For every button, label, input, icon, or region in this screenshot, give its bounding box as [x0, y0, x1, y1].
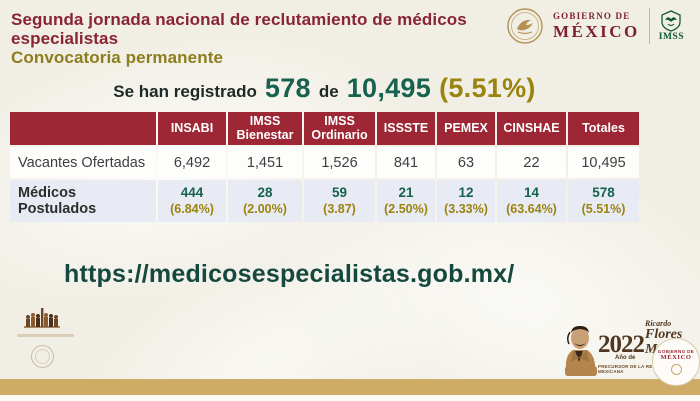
registration-prefix: Se han registrado — [113, 82, 257, 101]
registration-url-link[interactable]: https://medicosespecialistas.gob.mx/ — [64, 260, 515, 288]
registration-banner: Se han registrado 578 de 10,495 (5.51%) — [8, 73, 641, 104]
table-cell: 59 (3.87) — [304, 180, 375, 222]
header-cell-insabi: INSABI — [158, 112, 226, 145]
header-cell-pemex: PEMEX — [437, 112, 495, 145]
government-logos: GOBIERNO DE MÉXICO IMSS — [506, 7, 684, 45]
table-cell: 28 (2.00%) — [228, 180, 302, 222]
cell-value: 21 — [398, 184, 414, 200]
footer-gold-bar — [0, 379, 700, 395]
header-cell-cinshae: CINSHAE — [497, 112, 566, 145]
historic-figures-icon — [24, 308, 60, 328]
ano-de-text: Año de — [615, 355, 636, 361]
imss-logo: IMSS — [659, 10, 684, 43]
year-2022-text: 2022 — [598, 331, 645, 358]
footer-bottom-strip — [0, 395, 700, 401]
cell-percent: (2.00%) — [243, 201, 287, 216]
cell-value: 444 — [180, 184, 204, 200]
header-cell-blank — [10, 112, 156, 145]
table-cell: 578 (5.51%) — [568, 180, 639, 222]
table-row-vacantes: Vacantes Ofertadas 6,492 1,451 1,526 841… — [10, 147, 639, 178]
faint-caption-decoration — [17, 334, 74, 337]
registration-connector: de — [318, 82, 339, 101]
logo-divider — [648, 8, 650, 44]
cell-value: 59 — [331, 184, 348, 200]
table-cell: 841 — [377, 147, 435, 178]
row-label: Médicos Postulados — [10, 180, 156, 222]
gobierno-text-line1: GOBIERNO DE — [552, 11, 631, 21]
header-cell-imss-bienestar: IMSS Bienestar — [228, 112, 302, 145]
cell-percent: (3.33%) — [444, 201, 488, 216]
registration-total: 10,495 — [346, 73, 432, 103]
imss-eagle-icon — [661, 10, 682, 32]
table-cell: 14 (63.64%) — [497, 180, 566, 222]
table-cell: 63 — [437, 147, 495, 178]
cell-value: 12 — [458, 184, 474, 200]
cell-percent: (6.84%) — [170, 201, 214, 216]
cell-percent: (3.87) — [323, 201, 356, 216]
faint-seal-icon — [31, 345, 54, 368]
flores-magon-2022-badge: 2022 Año de Ricardo Flores Magón PRECURS… — [553, 318, 686, 380]
table-cell: 22 — [497, 147, 566, 178]
table-row-postulados: Médicos Postulados 444 (6.84%) 28 (2.00%) … — [10, 180, 639, 222]
precursor-caption: PRECURSOR DE LA REVOLUCIÓN MEXICANA — [598, 364, 678, 374]
registration-percent: (5.51%) — [439, 73, 536, 103]
table-cell: 1,451 — [228, 147, 302, 178]
seal-ring-icon — [670, 363, 682, 375]
header-cell-imss-ordinario: IMSS Ordinario — [304, 112, 375, 145]
cell-percent: (5.51%) — [581, 201, 626, 216]
table-cell: 10,495 — [568, 147, 639, 178]
imss-wordmark: IMSS — [658, 31, 684, 42]
flores-magon-portrait-icon — [565, 326, 597, 376]
slide-subtitle: Convocatoria permanente — [11, 48, 224, 68]
table-cell: 12 (3.33%) — [437, 180, 495, 222]
gobierno-wordmark: GOBIERNO DE MÉXICO — [552, 11, 640, 41]
slide-title: Segunda jornada nacional de reclutamient… — [11, 10, 467, 49]
title-block: Segunda jornada nacional de reclutamient… — [11, 10, 489, 68]
table-cell: 21 (2.50%) — [377, 180, 435, 222]
registration-count: 578 — [264, 73, 311, 103]
cell-percent: (63.64%) — [506, 201, 557, 216]
gobierno-text-line2: MÉXICO — [552, 22, 640, 41]
cell-value: 14 — [523, 184, 540, 200]
recruitment-table: INSABI IMSS Bienestar IMSS Ordinario ISS… — [8, 110, 641, 224]
cell-value: 28 — [257, 184, 273, 200]
cell-value: 578 — [592, 184, 615, 200]
gobierno-eagle-seal-icon — [507, 8, 543, 44]
gobierno-seal-badge: GOBIERNO DE MÉXICO — [652, 338, 700, 386]
seal-text-line2: MÉXICO — [660, 354, 692, 361]
header-cell-totales: Totales — [568, 112, 639, 145]
name-ricardo: Ricardo — [645, 319, 672, 328]
cell-percent: (2.50%) — [384, 201, 428, 216]
header-cell-issste: ISSSTE — [377, 112, 435, 145]
table-cell: 6,492 — [158, 147, 226, 178]
table-cell: 444 (6.84%) — [158, 180, 226, 222]
table-header-row: INSABI IMSS Bienestar IMSS Ordinario ISS… — [10, 112, 639, 145]
table-cell: 1,526 — [304, 147, 375, 178]
row-label: Vacantes Ofertadas — [10, 147, 156, 178]
